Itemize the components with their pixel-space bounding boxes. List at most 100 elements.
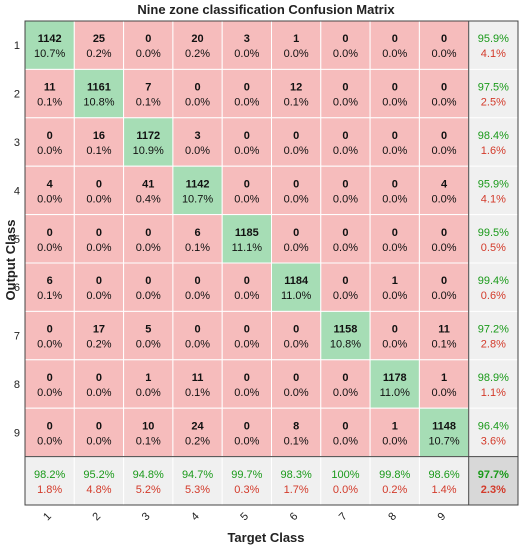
col-summary-correct: 98.3%: [281, 469, 312, 481]
cell-percent: 0.0%: [86, 193, 111, 205]
cell-off-diagonal: [221, 359, 272, 409]
row-summary-correct: 95.9%: [478, 33, 509, 45]
cell-count: 0: [47, 130, 53, 142]
col-summary-error: 0.2%: [382, 484, 407, 496]
x-tick-label: 3: [140, 510, 153, 523]
col-summary-correct: 94.8%: [133, 469, 164, 481]
cell-percent: 0.0%: [284, 48, 309, 60]
row-summary-error: 2.8%: [481, 339, 506, 351]
row-summary-error: 0.6%: [481, 290, 506, 302]
cell-count: 0: [392, 33, 398, 45]
cell-off-diagonal: [320, 20, 371, 70]
cell-count: 1: [293, 33, 299, 45]
cell-off-diagonal: [172, 407, 223, 458]
col-summary-error: 5.3%: [185, 484, 210, 496]
cell-count: 1161: [87, 82, 111, 94]
x-tick-label: 1: [41, 510, 54, 523]
cell-count: 0: [342, 420, 348, 432]
cell-off-diagonal: [24, 310, 75, 361]
cell-count: 0: [441, 227, 447, 239]
col-summary-correct: 99.7%: [231, 469, 262, 481]
cell-count: 0: [342, 227, 348, 239]
cell-off-diagonal: [418, 359, 470, 409]
cell-count: 0: [293, 178, 299, 190]
cell-count: 0: [392, 324, 398, 336]
cell-percent: 10.8%: [83, 97, 114, 109]
cell-count: 0: [194, 82, 200, 94]
y-axis-title: Output Class: [3, 220, 18, 301]
cell-count: 0: [441, 33, 447, 45]
cell-count: 11: [192, 372, 204, 384]
cell-count: 0: [244, 420, 250, 432]
cell-count: 0: [392, 82, 398, 94]
y-tick-label: 7: [14, 331, 20, 343]
cell-percent: 0.0%: [432, 97, 457, 109]
overall-accuracy: 97.7%: [478, 469, 509, 481]
cell-off-diagonal: [24, 165, 75, 216]
cell-count: 1: [145, 372, 151, 384]
cell-count: 25: [93, 33, 105, 45]
cell-count: 0: [47, 372, 53, 384]
col-summary-correct: 100%: [331, 469, 359, 481]
y-tick-label: 9: [14, 427, 20, 439]
cell-off-diagonal: [271, 20, 322, 70]
cell-percent: 0.0%: [185, 145, 210, 157]
cell-percent: 0.0%: [333, 290, 358, 302]
cell-off-diagonal: [73, 359, 125, 409]
cell-percent: 0.4%: [136, 193, 161, 205]
cell-off-diagonal: [271, 117, 322, 167]
cell-count: 0: [293, 130, 299, 142]
cell-off-diagonal: [320, 165, 371, 216]
cell-percent: 0.0%: [136, 290, 161, 302]
col-summary-cell: [320, 456, 371, 506]
cell-off-diagonal: [221, 117, 272, 167]
cell-count: 1172: [136, 130, 160, 142]
cell-count: 0: [342, 372, 348, 384]
cell-percent: 10.9%: [133, 145, 164, 157]
cell-percent: 0.0%: [284, 242, 309, 254]
cell-percent: 11.1%: [232, 242, 263, 254]
cell-percent: 10.7%: [428, 435, 459, 447]
y-tick-label: 5: [14, 234, 20, 246]
col-summary-correct: 99.8%: [379, 469, 410, 481]
cell-percent: 0.0%: [333, 435, 358, 447]
col-summary-error: 1.4%: [432, 484, 457, 496]
cell-count: 0: [96, 227, 102, 239]
cell-percent: 0.0%: [432, 242, 457, 254]
cell-percent: 0.0%: [284, 145, 309, 157]
cell-percent: 0.0%: [284, 387, 309, 399]
col-summary-correct: 98.6%: [428, 469, 459, 481]
cell-count: 0: [244, 324, 250, 336]
col-summary-error: 1.7%: [284, 484, 309, 496]
row-summary-cell: [468, 359, 519, 409]
cell-percent: 0.2%: [185, 48, 210, 60]
row-summary-correct: 99.5%: [478, 227, 509, 239]
cell-count: 0: [47, 420, 53, 432]
row-summary-cell: [468, 117, 519, 167]
col-summary-error: 4.8%: [86, 484, 111, 496]
cell-off-diagonal: [24, 214, 75, 264]
cell-off-diagonal: [320, 117, 371, 167]
cell-percent: 0.0%: [382, 97, 407, 109]
y-tick-label: 6: [14, 282, 20, 294]
cell-off-diagonal: [418, 214, 470, 264]
row-summary-error: 4.1%: [481, 193, 506, 205]
cell-diagonal: [73, 68, 125, 119]
cell-percent: 0.0%: [185, 290, 210, 302]
matrix-cells: 1142 10.7% 25 0.2% 0 0.0% 20 0.2% 3 0.0% 1 0.0% 0 0.0…: [24, 20, 519, 506]
cell-count: 0: [96, 178, 102, 190]
x-axis-title: Target Class: [227, 530, 304, 545]
cell-percent: 0.0%: [382, 193, 407, 205]
cell-count: 0: [441, 82, 447, 94]
cell-percent: 0.1%: [37, 97, 62, 109]
col-summary-correct: 95.2%: [83, 469, 114, 481]
cell-off-diagonal: [221, 68, 272, 119]
cell-off-diagonal: [24, 407, 75, 458]
overall-accuracy-cell: [468, 456, 519, 506]
cell-percent: 0.1%: [136, 435, 161, 447]
cell-count: 1158: [334, 324, 358, 336]
cell-percent: 0.0%: [382, 290, 407, 302]
cell-diagonal: [320, 310, 371, 361]
cell-diagonal: [418, 407, 470, 458]
